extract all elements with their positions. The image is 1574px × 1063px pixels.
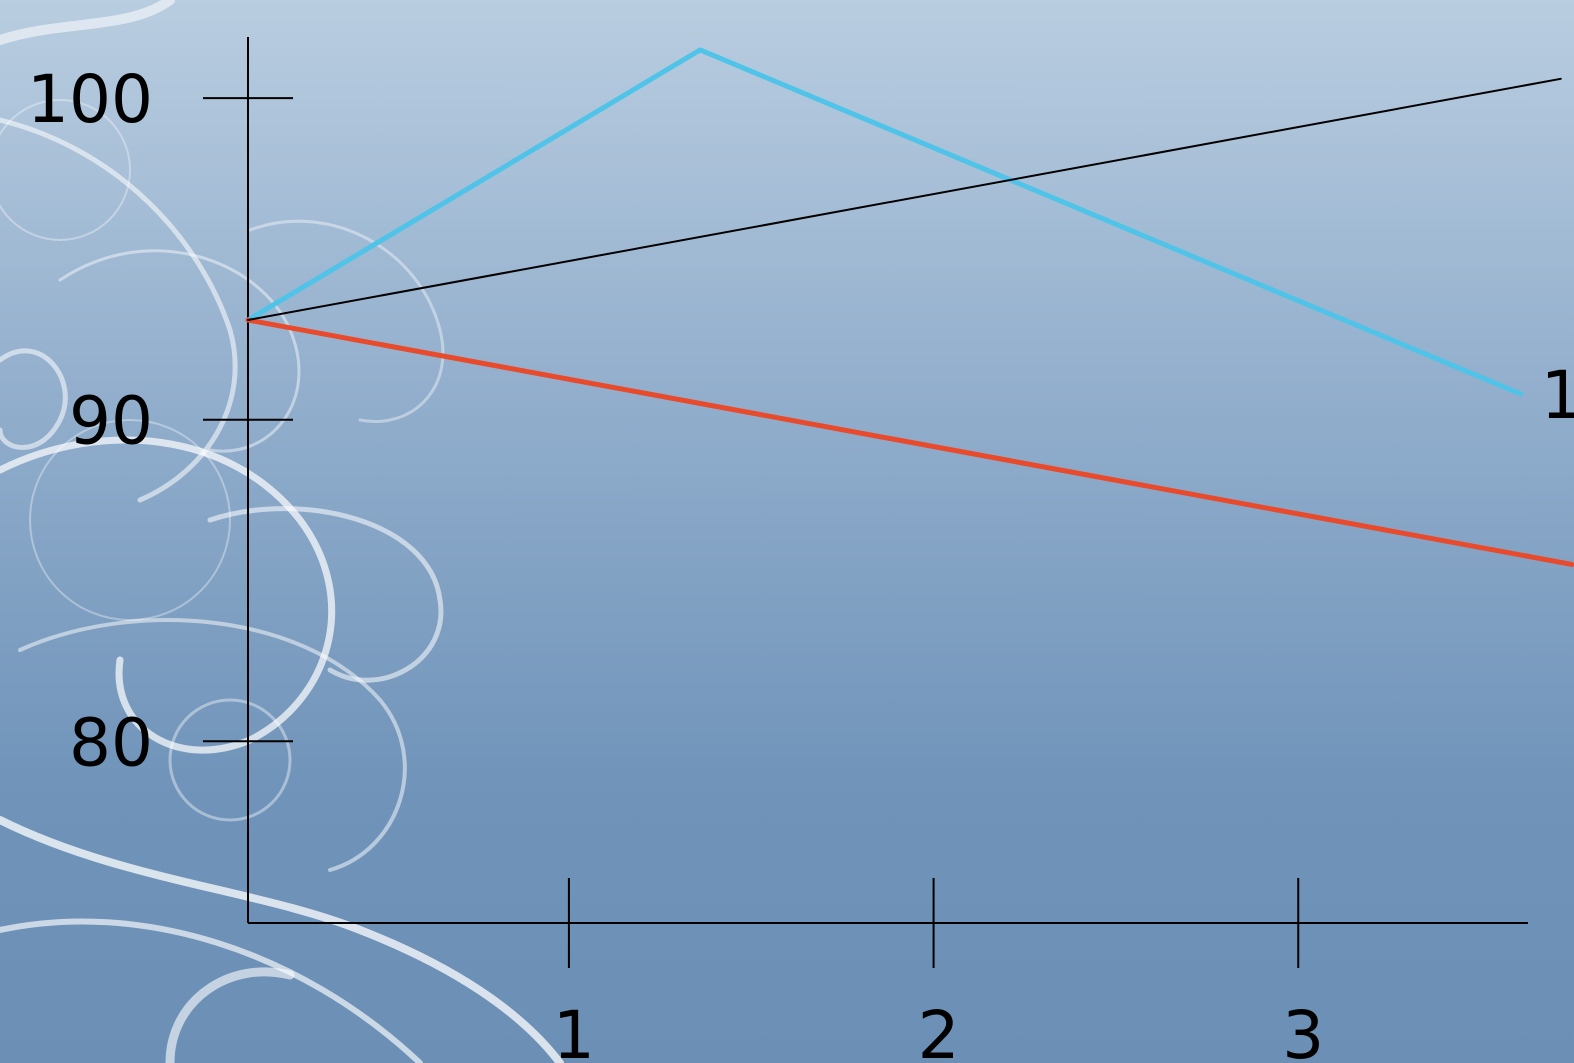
series-line-2 bbox=[245, 317, 1574, 567]
chart-labels: 1009080123123 bbox=[27, 61, 1574, 1063]
y-tick-label-90: 90 bbox=[69, 383, 153, 460]
series-label-1: 1 bbox=[1541, 357, 1574, 434]
axes bbox=[247, 37, 1528, 924]
y-tick-label-100: 100 bbox=[27, 61, 153, 138]
x-tick-label-1: 1 bbox=[553, 997, 595, 1063]
decorative-swirls bbox=[0, 0, 564, 1063]
series-line-3 bbox=[247, 77, 1562, 321]
y-tick-label-80: 80 bbox=[69, 704, 153, 781]
axis-ticks bbox=[203, 97, 1300, 968]
x-tick-label-2: 2 bbox=[918, 997, 960, 1063]
series-line-1 bbox=[245, 47, 1524, 397]
series-lines bbox=[245, 47, 1574, 567]
x-tick-label-3: 3 bbox=[1282, 997, 1324, 1063]
